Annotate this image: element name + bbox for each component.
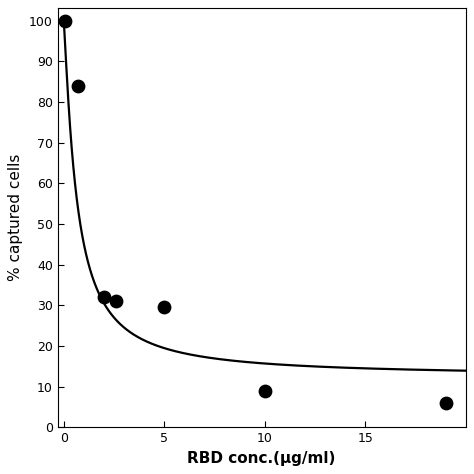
Point — [112, 297, 120, 305]
Point — [442, 399, 449, 407]
Point — [61, 17, 68, 24]
Point — [160, 303, 168, 311]
Y-axis label: % captured cells: % captured cells — [9, 154, 23, 282]
Point — [100, 293, 108, 301]
Point — [261, 387, 268, 394]
X-axis label: RBD conc.(μg/ml): RBD conc.(μg/ml) — [187, 451, 336, 465]
Point — [74, 82, 82, 90]
